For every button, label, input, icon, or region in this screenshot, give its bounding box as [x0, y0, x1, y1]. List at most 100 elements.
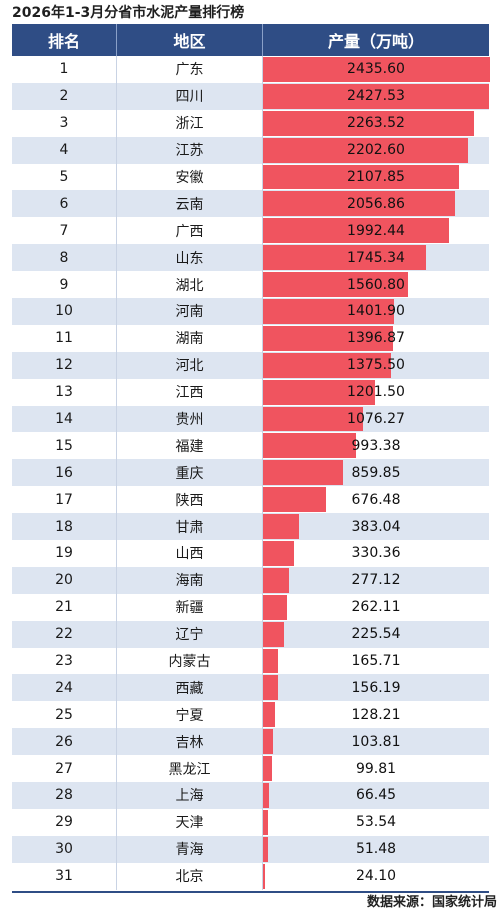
table-row: 1 广东 2435.60 [12, 56, 490, 83]
table-row: 19 山西 330.36 [12, 540, 489, 567]
rank-cell: 21 [12, 593, 117, 621]
region-cell: 湖南 [117, 324, 263, 352]
table-row: 29 天津 53.54 [12, 808, 489, 836]
region-cell: 河北 [117, 351, 263, 379]
output-value-label: 165.71 [351, 653, 401, 670]
region-cell: 山西 [117, 540, 263, 567]
table-row: 20 海南 277.12 [12, 566, 489, 594]
output-bar [263, 325, 394, 351]
region-cell: 安徽 [117, 163, 263, 191]
region-cell: 江西 [117, 378, 263, 406]
output-value-label: 225.54 [351, 626, 401, 643]
rank-cell: 17 [12, 486, 117, 514]
region-cell: 福建 [117, 432, 263, 460]
table-row: 6 云南 2056.86 [12, 190, 489, 218]
output-cell: 1745.34 [263, 244, 489, 271]
rank-cell: 19 [12, 540, 117, 567]
rank-cell: 9 [12, 271, 117, 299]
output-cell: 2202.60 [263, 137, 489, 164]
region-cell: 吉林 [117, 728, 263, 756]
output-bar [263, 460, 344, 486]
output-cell: 1560.80 [263, 271, 489, 298]
rank-cell: 24 [12, 674, 117, 702]
output-bar [263, 783, 270, 808]
region-cell: 湖北 [117, 271, 263, 299]
output-cell: 225.54 [263, 621, 489, 648]
region-cell: 海南 [117, 566, 263, 594]
table-row: 25 宁夏 128.21 [12, 701, 489, 729]
rank-cell: 14 [12, 405, 117, 433]
output-value-label: 99.81 [355, 760, 397, 777]
region-cell: 重庆 [117, 459, 263, 487]
table-header: 排名 地区 产量（万吨） [12, 24, 489, 56]
output-bar [263, 57, 490, 82]
output-value-label: 53.54 [355, 814, 397, 831]
output-value-label: 2263.52 [347, 115, 405, 132]
table-row: 15 福建 993.38 [12, 432, 489, 460]
output-cell: 2435.60 [263, 56, 490, 83]
output-value-label: 24.10 [355, 868, 397, 885]
output-cell: 1375.50 [263, 352, 489, 379]
rank-cell: 29 [12, 808, 117, 836]
region-cell: 广东 [117, 56, 263, 83]
table-row: 2 四川 2427.53 [12, 82, 490, 110]
table-row: 10 河南 1401.90 [12, 298, 489, 325]
column-header-rank: 排名 [12, 24, 117, 56]
region-cell: 陕西 [117, 486, 263, 514]
column-header-region: 地区 [117, 24, 263, 56]
output-bar [263, 675, 278, 701]
rank-cell: 15 [12, 432, 117, 460]
rank-cell: 26 [12, 728, 117, 756]
output-value-label: 2202.60 [347, 142, 405, 159]
region-cell: 上海 [117, 782, 263, 809]
region-cell: 内蒙古 [117, 647, 263, 675]
output-bar [263, 836, 268, 862]
table-row: 24 西藏 156.19 [12, 674, 489, 702]
output-value-label: 1745.34 [347, 249, 405, 266]
output-bar [263, 621, 285, 647]
output-value-label: 277.12 [351, 572, 401, 589]
region-cell: 山东 [117, 244, 263, 272]
rank-cell: 4 [12, 136, 117, 164]
output-cell: 2427.53 [263, 83, 490, 110]
bottom-rule [12, 891, 489, 893]
output-value-label: 1201.50 [347, 384, 405, 401]
region-cell: 北京 [117, 862, 263, 890]
output-cell: 99.81 [263, 755, 489, 782]
output-value-label: 1396.87 [347, 330, 405, 347]
output-bar [263, 594, 288, 620]
table-row: 14 贵州 1076.27 [12, 405, 489, 433]
rank-cell: 6 [12, 190, 117, 218]
output-value-label: 383.04 [351, 518, 401, 535]
output-cell: 859.85 [263, 459, 489, 486]
region-cell: 河南 [117, 298, 263, 325]
region-cell: 黑龙江 [117, 755, 263, 783]
output-cell: 51.48 [263, 836, 489, 863]
output-value-label: 2056.86 [347, 195, 405, 212]
rank-cell: 16 [12, 459, 117, 487]
rank-cell: 25 [12, 701, 117, 729]
output-value-label: 993.38 [351, 437, 401, 454]
rank-cell: 8 [12, 244, 117, 272]
output-value-label: 2435.60 [347, 61, 405, 78]
output-bar [263, 164, 460, 190]
output-bar [263, 218, 449, 244]
output-cell: 2107.85 [263, 164, 489, 191]
output-value-label: 676.48 [351, 491, 401, 508]
table-row: 26 吉林 103.81 [12, 728, 489, 756]
table-row: 18 甘肃 383.04 [12, 513, 489, 541]
output-value-label: 262.11 [351, 599, 401, 616]
output-value-label: 330.36 [351, 545, 401, 562]
output-value-label: 1076.27 [347, 411, 405, 428]
output-cell: 53.54 [263, 809, 489, 836]
region-cell: 云南 [117, 190, 263, 218]
table-row: 28 上海 66.45 [12, 782, 489, 809]
output-cell: 330.36 [263, 540, 489, 567]
output-bar [263, 272, 409, 298]
region-cell: 宁夏 [117, 701, 263, 729]
table-row: 8 山东 1745.34 [12, 244, 489, 272]
output-cell: 1201.50 [263, 379, 489, 406]
output-bar [263, 756, 273, 782]
output-value-label: 2427.53 [347, 88, 405, 105]
rank-cell: 10 [12, 298, 117, 325]
